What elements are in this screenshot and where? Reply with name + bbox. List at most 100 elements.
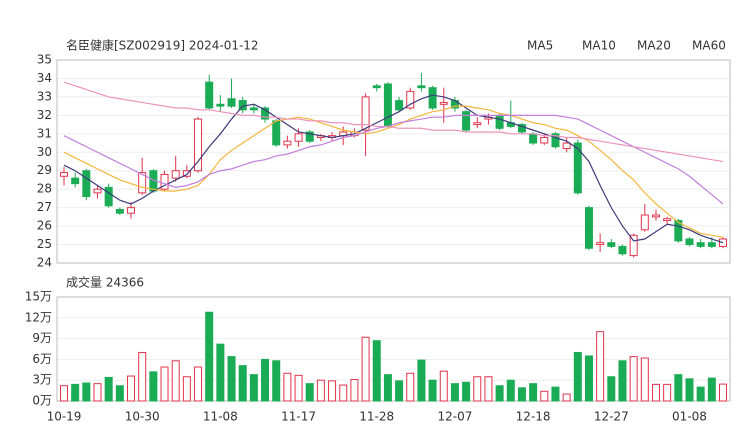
candle-body bbox=[529, 133, 538, 144]
volume-bar bbox=[618, 360, 627, 402]
volume-bar bbox=[506, 379, 515, 402]
y-tick-label: 24 bbox=[37, 256, 52, 270]
volume-bar bbox=[361, 336, 370, 402]
x-tick-label: 10-30 bbox=[125, 410, 160, 424]
volume-bar bbox=[60, 385, 68, 402]
plot-frame bbox=[56, 296, 731, 402]
candle-body bbox=[719, 238, 727, 247]
candle-body bbox=[71, 177, 80, 185]
volume-bar bbox=[562, 393, 571, 402]
y-tick-label: 0万 bbox=[32, 394, 52, 408]
volume-bar bbox=[484, 376, 493, 402]
y-tick-label: 15万 bbox=[25, 290, 52, 304]
y-tick-label: 9万 bbox=[32, 331, 52, 345]
volume-bar bbox=[395, 380, 404, 402]
y-tick-label: 25 bbox=[37, 237, 52, 251]
volume-bar bbox=[540, 390, 549, 402]
volume-bar bbox=[171, 360, 180, 402]
volume-bar bbox=[372, 340, 381, 402]
candle-body bbox=[82, 170, 91, 198]
volume-bar bbox=[149, 371, 158, 402]
volume-bar bbox=[216, 343, 225, 402]
volume-bar bbox=[104, 376, 113, 402]
candle-body bbox=[517, 124, 526, 133]
volume-bar bbox=[473, 376, 482, 402]
candle-body bbox=[361, 96, 370, 131]
x-tick-label: 11-28 bbox=[359, 410, 394, 424]
ma-line bbox=[63, 114, 724, 205]
candle-body bbox=[115, 208, 124, 214]
volume-bar bbox=[328, 380, 337, 402]
legend-label: MA20 bbox=[637, 39, 671, 53]
candle-body bbox=[618, 245, 627, 255]
candle-body bbox=[305, 131, 314, 142]
volume-bar bbox=[529, 383, 538, 402]
candle-body bbox=[462, 111, 471, 131]
x-tick-label: 10-19 bbox=[47, 410, 82, 424]
volume-bar bbox=[450, 383, 459, 402]
candle-body bbox=[540, 137, 549, 144]
volume-bar bbox=[607, 376, 616, 402]
volume-bar bbox=[629, 356, 638, 402]
volume-bar bbox=[651, 383, 660, 402]
volume-bar bbox=[573, 351, 582, 402]
x-tick-label: 01-08 bbox=[672, 410, 707, 424]
legend-label: MA5 bbox=[527, 39, 553, 53]
legend-label: MA10 bbox=[582, 39, 616, 53]
candle-body bbox=[283, 140, 292, 146]
y-tick-label: 3万 bbox=[32, 373, 52, 387]
x-tick-label: 11-17 bbox=[281, 410, 316, 424]
candle-body bbox=[216, 103, 225, 107]
volume-bar bbox=[182, 376, 191, 402]
candle-body bbox=[428, 87, 437, 109]
candle-body bbox=[272, 120, 281, 146]
ma-line bbox=[63, 105, 724, 238]
volume-bar bbox=[138, 351, 147, 402]
volume-bar bbox=[584, 355, 593, 402]
volume-bar bbox=[238, 365, 247, 402]
volume-title: 成交量 24366 bbox=[66, 275, 144, 290]
volume-bar bbox=[194, 366, 203, 402]
ma-line bbox=[63, 81, 724, 163]
candle-body bbox=[160, 173, 169, 190]
volume-bar bbox=[160, 366, 169, 402]
y-tick-label: 12万 bbox=[25, 310, 52, 324]
candle-body bbox=[261, 107, 270, 120]
x-tick-label: 12-27 bbox=[594, 410, 629, 424]
volume-bar bbox=[719, 383, 727, 402]
candle-body bbox=[439, 101, 448, 105]
candle-body bbox=[171, 170, 180, 179]
y-tick-label: 35 bbox=[37, 53, 52, 67]
volume-bar bbox=[227, 356, 236, 402]
y-tick-label: 27 bbox=[37, 200, 52, 214]
volume-bar bbox=[71, 383, 80, 402]
candle-body bbox=[104, 186, 113, 207]
candle-body bbox=[607, 242, 616, 247]
y-tick-label: 32 bbox=[37, 108, 52, 122]
candle-body bbox=[60, 172, 68, 177]
y-tick-label: 30 bbox=[37, 145, 52, 159]
candle-body bbox=[696, 242, 705, 247]
candle-body bbox=[406, 90, 415, 109]
x-tick-label: 12-07 bbox=[437, 410, 472, 424]
volume-bar bbox=[272, 360, 281, 402]
candle-body bbox=[138, 172, 147, 194]
volume-bar bbox=[283, 372, 292, 402]
volume-bar bbox=[640, 357, 649, 402]
candle-body bbox=[674, 220, 683, 242]
candle-body bbox=[551, 133, 560, 148]
volume-bar bbox=[462, 381, 471, 402]
candle-body bbox=[562, 142, 571, 150]
volume-bar bbox=[596, 331, 605, 402]
volume-bar bbox=[294, 374, 303, 402]
candle-body bbox=[651, 214, 660, 218]
y-tick-label: 28 bbox=[37, 182, 52, 196]
candle-body bbox=[473, 122, 482, 126]
volume-bar bbox=[674, 374, 683, 402]
candle-body bbox=[182, 170, 191, 177]
candle-body bbox=[495, 114, 504, 129]
volume-bar bbox=[685, 378, 694, 402]
y-tick-label: 33 bbox=[37, 89, 52, 103]
volume-bar bbox=[417, 359, 426, 402]
